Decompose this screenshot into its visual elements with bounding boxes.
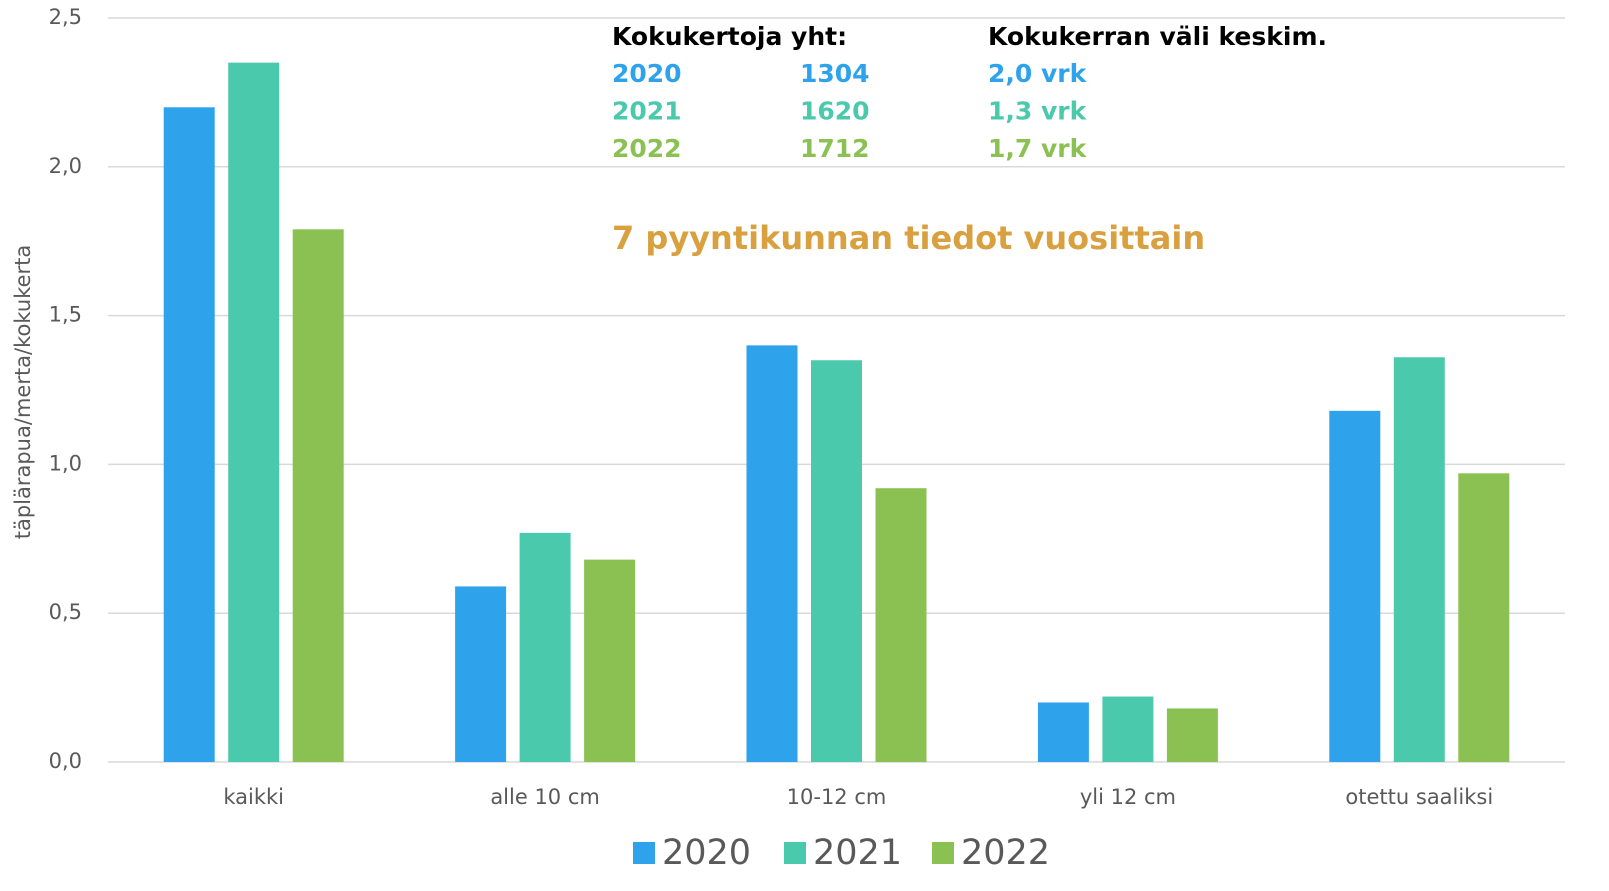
y-tick-label: 2,0 <box>49 154 82 178</box>
y-tick-label: 1,5 <box>49 303 82 327</box>
bar <box>875 488 927 762</box>
info-cell: 1,3 vrk <box>988 97 1088 126</box>
info-cell: 2020 <box>612 59 682 88</box>
bar <box>1166 708 1218 762</box>
legend-label: 2020 <box>662 833 751 873</box>
legend-swatch <box>633 842 655 864</box>
legend-label: 2022 <box>961 833 1050 873</box>
y-tick-label: 0,5 <box>49 600 82 624</box>
bar <box>811 360 862 762</box>
info-cell: 2021 <box>612 97 682 126</box>
y-tick-label: 1,0 <box>49 451 82 475</box>
info-cell: 2,0 vrk <box>988 59 1088 88</box>
bar <box>228 62 280 762</box>
bar <box>584 559 636 762</box>
bar <box>1037 702 1089 762</box>
info-cell: 1712 <box>800 134 870 163</box>
bar <box>1329 410 1381 762</box>
bar <box>1102 696 1154 762</box>
y-tick-label: 2,5 <box>49 5 82 29</box>
info-cell: 1620 <box>800 97 870 126</box>
y-tick-label: 0,0 <box>49 749 82 773</box>
subtitle: 7 pyyntikunnan tiedot vuosittain <box>612 219 1205 257</box>
info-header: Kokukertoja yht: <box>612 22 847 51</box>
bar <box>746 345 798 762</box>
bar <box>1458 473 1510 762</box>
bar <box>292 229 344 762</box>
legend-swatch <box>932 842 954 864</box>
info-cell: 2022 <box>612 134 682 163</box>
x-tick-label: yli 12 cm <box>1080 785 1176 809</box>
y-axis-label: täplärapua/merta/kokukerta <box>11 245 35 540</box>
info-header: Kokukerran väli keskim. <box>988 22 1327 51</box>
legend-swatch <box>784 842 806 864</box>
x-tick-label: otettu saaliksi <box>1345 785 1493 809</box>
x-tick-label: 10-12 cm <box>787 785 887 809</box>
bar <box>455 586 507 762</box>
bar <box>1393 357 1445 762</box>
info-cell: 1304 <box>800 59 870 88</box>
bar <box>519 532 571 762</box>
info-cell: 1,7 vrk <box>988 134 1088 163</box>
legend-label: 2021 <box>813 833 902 873</box>
x-tick-label: kaikki <box>223 785 284 809</box>
x-tick-label: alle 10 cm <box>490 785 600 809</box>
bar <box>163 107 215 762</box>
